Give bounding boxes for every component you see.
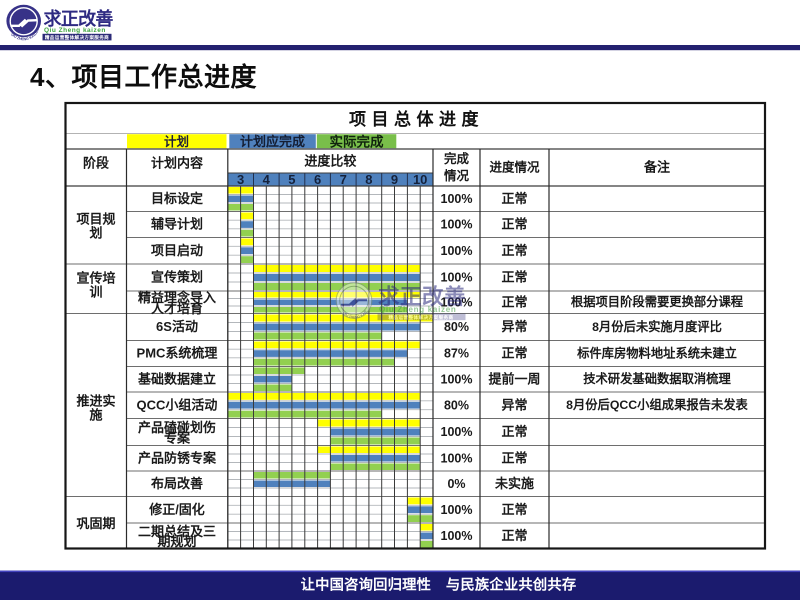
svg-text:宣传培: 宣传培 (76, 271, 115, 286)
svg-text:宣传策划: 宣传策划 (151, 270, 203, 285)
svg-text:基础数据建立: 基础数据建立 (137, 371, 216, 386)
svg-text:80%: 80% (444, 320, 469, 334)
svg-text:异常: 异常 (501, 397, 527, 412)
svg-text:布局改善: 布局改善 (151, 476, 203, 491)
svg-text:正常: 正常 (501, 294, 527, 309)
svg-text:训: 训 (89, 285, 102, 300)
svg-text:100%: 100% (441, 529, 473, 543)
svg-text:3: 3 (237, 172, 244, 187)
svg-text:100%: 100% (441, 425, 473, 439)
svg-text:87%: 87% (444, 347, 469, 361)
svg-text:正常: 正常 (501, 270, 527, 285)
svg-text:6: 6 (314, 172, 321, 187)
svg-text:辅导计划: 辅导计划 (151, 217, 203, 232)
svg-text:期规划: 期规划 (157, 534, 196, 549)
svg-text:Qiu Zheng kaizen: Qiu Zheng kaizen (44, 27, 106, 34)
svg-text:让中国咨询回归理性 与民族企业共创共存: 让中国咨询回归理性 与民族企业共创共存 (301, 576, 577, 594)
svg-text:100%: 100% (441, 218, 473, 232)
svg-text:正常: 正常 (501, 191, 527, 206)
svg-text:阶段: 阶段 (83, 156, 109, 171)
svg-text:100%: 100% (441, 244, 473, 258)
svg-text:100%: 100% (441, 503, 473, 517)
svg-text:专案: 专案 (164, 431, 191, 446)
svg-text:PMC系统梳理: PMC系统梳理 (137, 346, 218, 361)
svg-text:正常: 正常 (501, 243, 527, 258)
svg-text:正常: 正常 (501, 450, 527, 465)
svg-text:正常: 正常 (501, 217, 527, 232)
svg-text:100%: 100% (441, 192, 473, 206)
svg-text:7: 7 (340, 172, 347, 187)
svg-text:技术研发基础数据取消梳理: 技术研发基础数据取消梳理 (583, 371, 731, 386)
svg-text:提前一周: 提前一周 (488, 371, 540, 386)
svg-text:进度情况: 进度情况 (489, 160, 540, 175)
svg-text:10: 10 (413, 172, 427, 187)
svg-text:8: 8 (365, 172, 372, 187)
svg-text:Qiu Zheng kaizen: Qiu Zheng kaizen (379, 305, 456, 314)
svg-text:修正/固化: 修正/固化 (148, 502, 205, 517)
svg-text:划: 划 (89, 226, 102, 241)
svg-text:产品防锈专案: 产品防锈专案 (138, 450, 217, 465)
svg-text:求正改善: 求正改善 (44, 8, 114, 29)
svg-text:备注: 备注 (643, 160, 670, 175)
svg-text:4: 4 (263, 172, 271, 187)
svg-text:巩固期: 巩固期 (76, 516, 115, 531)
svg-text:人才培育: 人才培育 (151, 301, 203, 316)
svg-text:项目启动: 项目启动 (151, 243, 203, 258)
svg-text:正常: 正常 (501, 424, 527, 439)
svg-text:QCC小组活动: QCC小组活动 (137, 397, 218, 412)
svg-text:5: 5 (288, 172, 295, 187)
svg-text:8月份后QCC小组成果报告未发表: 8月份后QCC小组成果报告未发表 (566, 397, 748, 412)
svg-text:施: 施 (89, 408, 102, 423)
svg-text:项目规: 项目规 (76, 212, 115, 227)
svg-text:标件库房物料地址系统未建立: 标件库房物料地址系统未建立 (576, 346, 737, 361)
svg-text:100%: 100% (441, 451, 473, 465)
svg-text:精品运营整体解决方案服务商: 精品运营整体解决方案服务商 (45, 34, 109, 41)
svg-text:100%: 100% (441, 372, 473, 386)
svg-text:100%: 100% (441, 295, 473, 309)
svg-text:进度比较: 进度比较 (304, 154, 356, 169)
svg-text:正常: 正常 (501, 346, 527, 361)
svg-text:0%: 0% (447, 477, 465, 491)
svg-text:情况: 情况 (444, 168, 470, 183)
svg-text:项目总体进度: 项目总体进度 (349, 109, 484, 129)
svg-text:100%: 100% (441, 271, 473, 285)
svg-text:80%: 80% (444, 398, 469, 412)
svg-text:6S活动: 6S活动 (156, 319, 198, 334)
svg-text:未实施: 未实施 (494, 476, 534, 491)
svg-text:目标设定: 目标设定 (151, 191, 203, 206)
svg-text:求正改善: 求正改善 (378, 284, 466, 309)
svg-text:实际完成: 实际完成 (330, 134, 384, 150)
svg-text:计划: 计划 (164, 134, 189, 149)
svg-text:计划内容: 计划内容 (151, 156, 203, 171)
svg-text:推进实: 推进实 (76, 394, 115, 409)
svg-text:根据项目阶段需要更换部分课程: 根据项目阶段需要更换部分课程 (571, 294, 744, 309)
svg-text:精益理念导入: 精益理念导入 (138, 290, 216, 305)
svg-text:正常: 正常 (501, 502, 527, 517)
svg-text:异常: 异常 (501, 319, 527, 334)
svg-text:4、项目工作总进度: 4、项目工作总进度 (30, 62, 257, 92)
svg-text:完成: 完成 (444, 151, 470, 166)
svg-text:9: 9 (391, 172, 398, 187)
svg-text:8月份后未实施月度评比: 8月份后未实施月度评比 (592, 319, 722, 334)
svg-text:二期总结及三: 二期总结及三 (138, 524, 216, 539)
svg-text:产品磕碰划伤: 产品磕碰划伤 (138, 420, 216, 435)
svg-text:计划应完成: 计划应完成 (240, 134, 305, 149)
svg-text:精品运营整体解决方案服务商: 精品运营整体解决方案服务商 (389, 314, 454, 321)
svg-text:正常: 正常 (501, 528, 527, 543)
